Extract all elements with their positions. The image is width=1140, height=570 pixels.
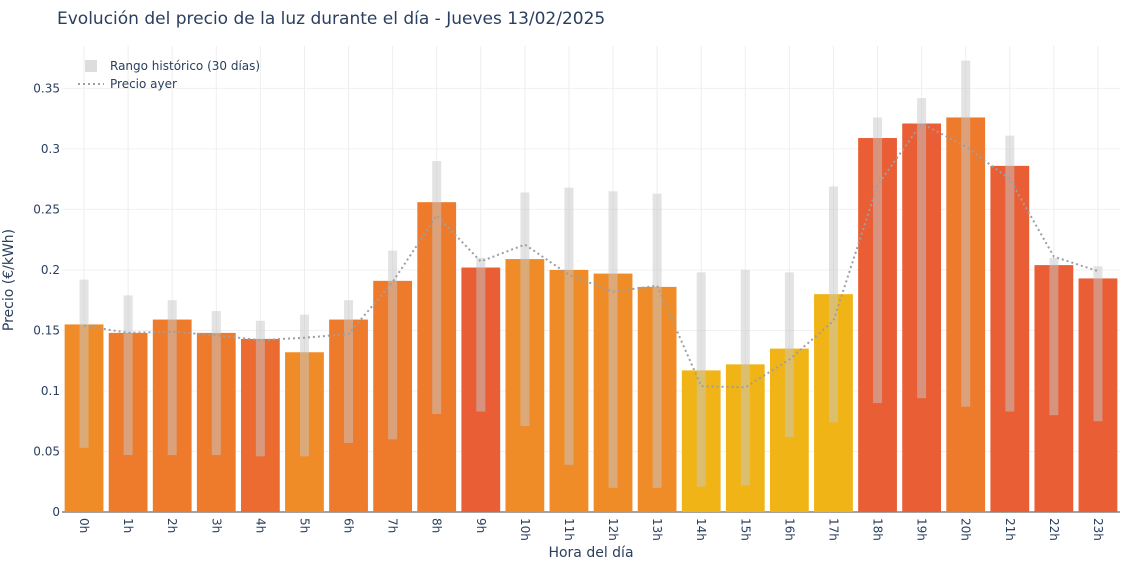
x-tick-label: 16h [782,518,796,541]
range-13h [652,193,662,488]
yesterday-line [83,122,1099,389]
range-22h [1049,257,1059,416]
x-tick-label: 1h [121,518,135,533]
range-8h [432,161,442,414]
x-tick-label: 7h [386,518,400,533]
range-5h [299,314,309,457]
x-tick-label: 8h [430,518,444,533]
legend: Rango histórico (30 días) Precio ayer [78,59,260,91]
x-tick-label: 21h [1003,518,1017,541]
range-14h [696,272,706,487]
x-tick-label: 4h [253,518,267,533]
legend-range-label: Rango histórico (30 días) [110,59,260,73]
x-axis-ticks: 0h 1h 2h 3h 4h 5h 6h 7h 8h 9h 10h 11h 12h 13h 14h 15h 16… [77,518,1105,541]
yesterday-price-series [83,122,1099,389]
y-axis-title: Precio (€/kWh) [1,229,17,331]
range-3h [211,311,221,456]
x-tick-label: 6h [342,518,356,533]
x-tick-label: 23h [1091,518,1105,541]
x-tick-label: 15h [738,518,752,541]
x-tick-label: 2h [165,518,179,533]
range-10h [520,192,530,427]
today-price-series [64,117,1118,512]
x-tick-label: 0h [77,518,91,533]
x-tick-label: 14h [694,518,708,541]
y-axis-ticks: 0 0.05 0.1 0.15 0.2 0.25 0.3 0.35 [33,81,60,519]
x-tick-label: 3h [209,518,223,533]
range-15h [740,269,750,486]
x-tick-label: 22h [1047,518,1061,541]
range-19h [917,98,927,399]
range-1h [123,295,133,456]
x-tick-label: 17h [826,518,840,541]
range-7h [388,250,398,440]
range-2h [167,300,177,456]
x-tick-label: 10h [518,518,532,541]
historical-range-series [79,60,1103,488]
x-tick-label: 9h [474,518,488,533]
x-tick-label: 18h [871,518,885,541]
range-20h [961,60,971,407]
x-tick-label: 19h [915,518,929,541]
x-axis-title: Hora del día [548,545,633,561]
y-tick-label: 0.1 [41,384,60,398]
y-tick-label: 0.15 [33,323,60,337]
y-tick-label: 0 [52,505,60,519]
range-9h [476,257,486,412]
y-tick-label: 0.25 [33,202,60,216]
y-tick-label: 0.2 [41,263,60,277]
y-tick-label: 0.05 [33,444,60,458]
range-16h [784,272,794,437]
range-23h [1093,266,1103,422]
x-tick-label: 20h [959,518,973,541]
chart-title: Evolución del precio de la luz durante e… [57,9,605,29]
range-21h [1005,135,1015,412]
legend-line-label: Precio ayer [110,77,177,91]
x-tick-label: 11h [562,518,576,541]
x-tick-label: 12h [606,518,620,541]
range-12h [608,191,618,488]
range-11h [564,187,574,465]
range-4h [255,320,265,457]
range-17h [828,186,838,423]
legend-range-swatch [85,60,97,72]
y-tick-label: 0.35 [33,81,60,95]
range-0h [79,279,89,448]
y-tick-label: 0.3 [41,142,60,156]
range-6h [344,300,354,444]
x-tick-label: 13h [650,518,664,541]
x-tick-label: 5h [297,518,311,533]
range-18h [873,117,883,404]
